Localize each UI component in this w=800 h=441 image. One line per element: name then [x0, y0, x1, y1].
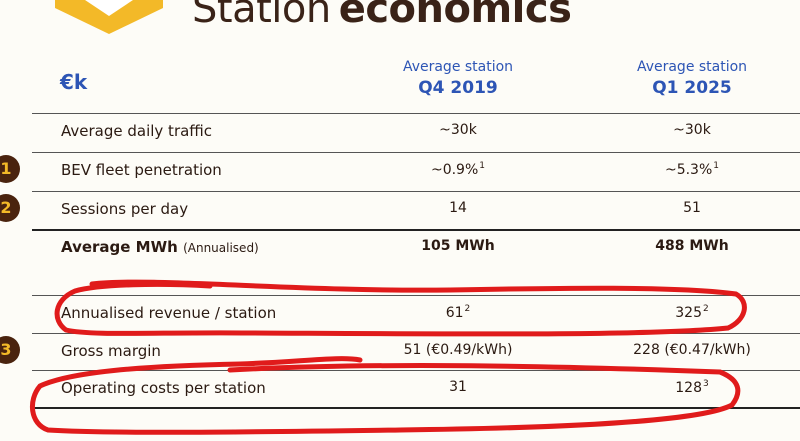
row-divider: [32, 152, 800, 153]
title-part1: Station: [192, 0, 331, 32]
row-value-q1-2025: 1283: [582, 379, 800, 396]
row-value-q1-2025: 228 (€0.47/kWh): [582, 342, 800, 358]
row-label: Sessions per day: [61, 200, 189, 218]
row-label: Average MWh (Annualised): [61, 238, 259, 256]
value-text: 488 MWh: [655, 238, 729, 254]
row-divider: [32, 370, 800, 371]
row-value-q4-2019: 612: [348, 304, 568, 321]
row-value-q1-2025: ~30k: [582, 122, 800, 138]
column-header-line1: Average station: [402, 59, 514, 75]
column-header-q1-2025: Average station Q1 2025: [582, 59, 800, 98]
title-part2: economics: [338, 0, 572, 32]
table-row: 1 BEV fleet penetration ~0.9%1 ~5.3%1: [0, 155, 800, 185]
row-divider: [32, 229, 800, 231]
row-label-main: Average MWh: [61, 238, 178, 256]
row-value-q4-2019: 31: [348, 379, 568, 395]
value-text: 228 (€0.47/kWh): [633, 342, 751, 358]
row-value-q1-2025: ~5.3%1: [582, 161, 800, 178]
row-label: Operating costs per station: [61, 379, 266, 397]
row-value-q4-2019: 14: [348, 200, 568, 216]
value-text: 325: [675, 305, 702, 321]
brand-logo: [55, 0, 163, 34]
value-text: ~30k: [673, 122, 711, 138]
column-header-line2: Q4 2019: [418, 78, 498, 98]
row-value-q4-2019: ~30k: [348, 122, 568, 138]
table-row: 3 Gross margin 51 (€0.49/kWh) 228 (€0.47…: [0, 336, 800, 366]
value-text: 31: [449, 379, 467, 395]
table-row: 2 Sessions per day 14 51: [0, 194, 800, 224]
footnote-marker: 2: [703, 304, 709, 314]
row-label-qualifier: (Annualised): [183, 241, 259, 255]
row-divider: [32, 333, 800, 334]
row-value-q4-2019: ~0.9%1: [348, 161, 568, 178]
table-row: Annualised revenue / station 612 3252: [0, 298, 800, 328]
row-divider: [32, 191, 800, 192]
number-badge: 2: [0, 194, 20, 222]
column-header-line1: Average station: [636, 59, 748, 75]
value-text: 105 MWh: [421, 238, 495, 254]
row-divider: [32, 407, 800, 409]
row-label: Gross margin: [61, 342, 161, 360]
footnote-marker: 2: [464, 304, 471, 314]
value-text: 128: [675, 380, 702, 396]
footnote-marker: 1: [713, 161, 720, 171]
table-row: Average daily traffic ~30k ~30k: [0, 116, 800, 146]
value-text: 61: [445, 305, 464, 321]
value-text: ~5.3%: [664, 162, 713, 178]
footnote-marker: 3: [703, 379, 709, 389]
row-label: Average daily traffic: [61, 122, 213, 140]
row-value-q4-2019: 51 (€0.49/kWh): [348, 342, 568, 358]
number-badge: 1: [0, 155, 20, 183]
column-header-line2: Q1 2025: [652, 78, 732, 98]
row-divider: [32, 295, 800, 296]
row-value-q1-2025: 3252: [582, 304, 800, 321]
column-header-q4-2019: Average station Q4 2019: [348, 59, 568, 98]
value-text: 14: [449, 200, 467, 216]
value-text: 51: [683, 200, 701, 216]
footnote-marker: 1: [479, 161, 486, 171]
row-value-q1-2025: 51: [582, 200, 800, 216]
row-divider: [32, 113, 800, 114]
value-text: ~30k: [439, 122, 477, 138]
page-title: Station economics: [192, 0, 572, 32]
row-value-q1-2025: 488 MWh: [582, 238, 800, 254]
value-text: ~0.9%: [430, 162, 479, 178]
value-text: 51 (€0.49/kWh): [403, 342, 513, 358]
row-label: Annualised revenue / station: [61, 304, 277, 322]
row-value-q4-2019: 105 MWh: [348, 238, 568, 254]
unit-label: €k: [60, 70, 88, 94]
table-row: Operating costs per station 31 1283: [0, 373, 800, 403]
row-label: BEV fleet penetration: [61, 161, 222, 179]
table-row: Average MWh (Annualised) 105 MWh 488 MWh: [0, 232, 800, 262]
number-badge: 3: [0, 336, 20, 364]
